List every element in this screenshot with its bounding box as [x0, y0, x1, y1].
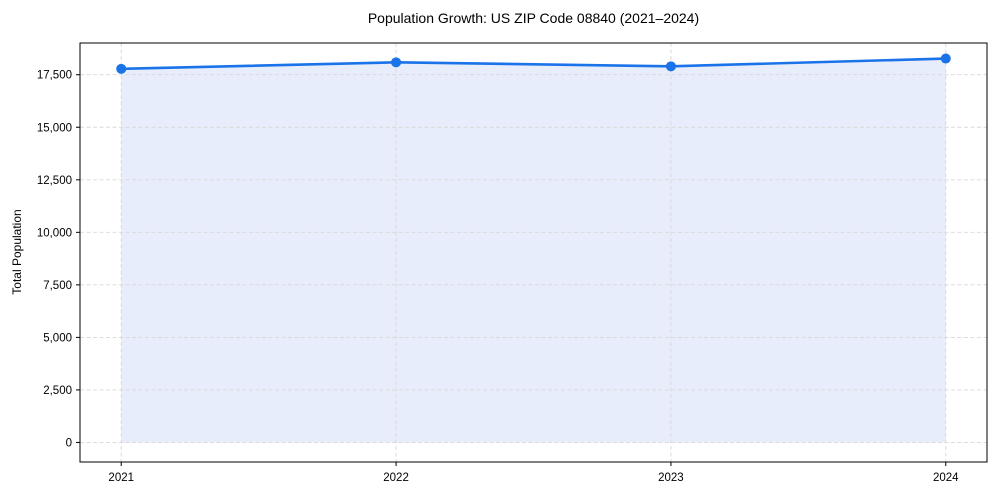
area-fill: [121, 58, 946, 443]
data-point-2024: [940, 53, 951, 64]
y-tick-label: 2,500: [43, 385, 72, 397]
gridlines: [80, 43, 987, 462]
y-tick-label: 15,000: [37, 122, 72, 134]
y-tick-label: 0: [66, 437, 72, 449]
y-tick-label: 17,500: [37, 70, 72, 82]
x-tick-label: 2021: [108, 472, 134, 484]
tick-labels: 0 2,500 5,000 7,500 10,000 12,500 15,000 17,500…: [37, 70, 959, 484]
y-tick-label: 10,000: [37, 227, 72, 239]
y-tick-label: 5,000: [43, 332, 72, 344]
series-line: [119, 57, 948, 71]
y-tick-label: 12,500: [37, 175, 72, 187]
data-point-2023: [665, 61, 676, 72]
chart-title: Population Growth: US ZIP Code 08840 (20…: [367, 10, 700, 26]
x-tick-label: 2024: [933, 472, 959, 484]
axis-ticks: [76, 74, 947, 466]
x-tick-label: 2023: [658, 472, 684, 484]
x-tick-label: 2022: [383, 472, 409, 484]
plot-border: [79, 42, 988, 463]
y-tick-label: 7,500: [43, 280, 72, 292]
data-point-2022: [391, 57, 402, 68]
data-point-2021: [116, 63, 127, 74]
